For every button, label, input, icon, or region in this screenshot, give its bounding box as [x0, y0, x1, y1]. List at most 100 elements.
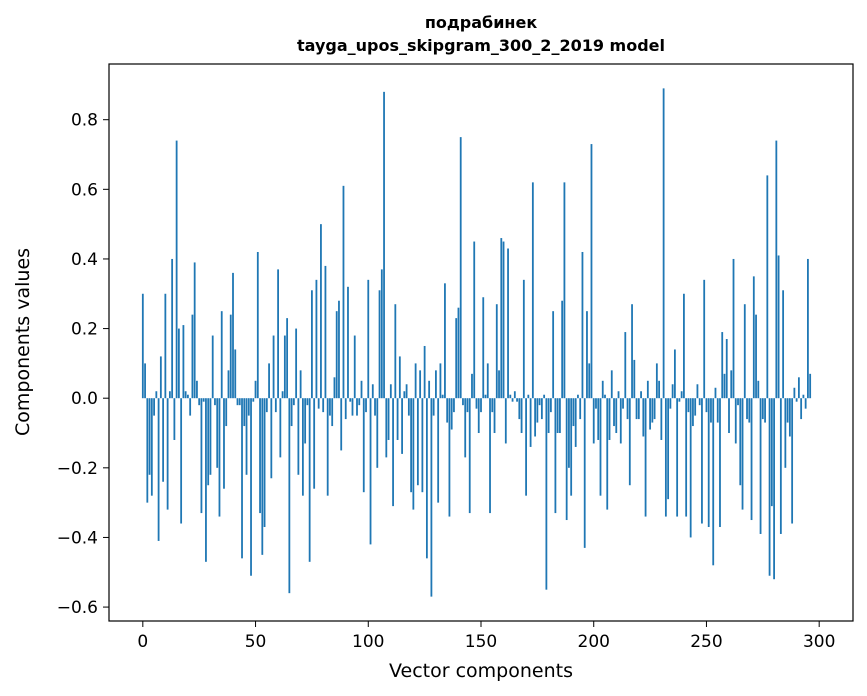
bar [556, 398, 559, 434]
bar [807, 258, 809, 399]
bar [229, 314, 232, 399]
bar [534, 398, 537, 437]
bar [414, 363, 417, 399]
bar [299, 370, 302, 399]
bar [410, 398, 413, 493]
bar [540, 398, 543, 420]
bar [344, 398, 347, 420]
bar [207, 398, 210, 486]
bar [313, 398, 316, 489]
bar [513, 391, 516, 399]
bar [486, 363, 489, 399]
bar [642, 398, 645, 437]
bar [261, 398, 264, 555]
bar [554, 398, 557, 514]
bar [416, 398, 419, 486]
bar [187, 394, 189, 399]
bar [351, 398, 354, 416]
bar [401, 398, 403, 454]
bar [471, 373, 473, 399]
bar [504, 398, 507, 444]
y-tick-label: 0.2 [71, 320, 98, 340]
bar [714, 387, 717, 399]
bar [428, 380, 431, 399]
bar [786, 398, 789, 423]
bar [238, 398, 241, 406]
bar [371, 384, 374, 399]
bar [680, 391, 683, 399]
bar [446, 398, 449, 423]
bar [347, 286, 349, 399]
bar [394, 304, 397, 399]
bar [788, 398, 791, 437]
y-axis-ticks: −0.6 −0.4 −0.2 0.0 0.2 0.4 0.6 0.8 [57, 111, 109, 618]
bar [482, 297, 485, 399]
bar [272, 335, 275, 399]
bar [626, 398, 629, 420]
bar [782, 290, 785, 399]
bar [737, 398, 739, 406]
bar [637, 398, 640, 420]
bar [220, 311, 223, 399]
bar [342, 185, 345, 399]
bar [662, 88, 665, 399]
bar [791, 398, 794, 524]
bar [775, 140, 778, 399]
bar [574, 398, 577, 447]
bar [622, 398, 624, 409]
bar [549, 398, 552, 413]
bar [667, 398, 670, 500]
bar [173, 398, 176, 440]
bar [466, 398, 469, 413]
bar [498, 370, 500, 399]
bar [367, 279, 370, 399]
bar [595, 398, 597, 409]
bar [802, 394, 805, 399]
bar [800, 398, 803, 420]
bar [640, 391, 642, 399]
bar [475, 398, 478, 409]
bar [441, 394, 444, 399]
bar [673, 349, 676, 399]
bar [153, 398, 155, 416]
bar [279, 398, 282, 458]
bar [565, 398, 568, 521]
bar [728, 398, 730, 434]
bar [597, 398, 600, 440]
bar [719, 398, 721, 528]
bar [522, 279, 525, 399]
bar [407, 398, 410, 416]
bar [644, 398, 647, 517]
bar [473, 241, 476, 399]
x-tick-label: 300 [803, 632, 835, 652]
bar [214, 398, 216, 406]
bar [723, 373, 726, 399]
bar [617, 391, 620, 399]
bar [419, 370, 422, 399]
bar [563, 182, 566, 399]
bar [250, 398, 252, 576]
bar [396, 398, 399, 440]
bar [784, 398, 787, 468]
bar [218, 398, 221, 517]
bar [583, 398, 586, 548]
bar [211, 335, 214, 399]
bar [265, 398, 268, 413]
bar [403, 391, 406, 399]
bar [646, 380, 649, 399]
bar [590, 144, 593, 399]
bar [768, 398, 771, 576]
bar [770, 398, 773, 507]
bar [509, 394, 512, 399]
bar [182, 325, 185, 399]
bar [752, 276, 755, 399]
bar [405, 384, 408, 399]
bar [320, 224, 322, 399]
bar [759, 398, 762, 534]
bar [389, 384, 392, 399]
bar [198, 398, 201, 406]
bar [315, 279, 318, 399]
bar [529, 398, 532, 447]
bar [435, 370, 437, 399]
